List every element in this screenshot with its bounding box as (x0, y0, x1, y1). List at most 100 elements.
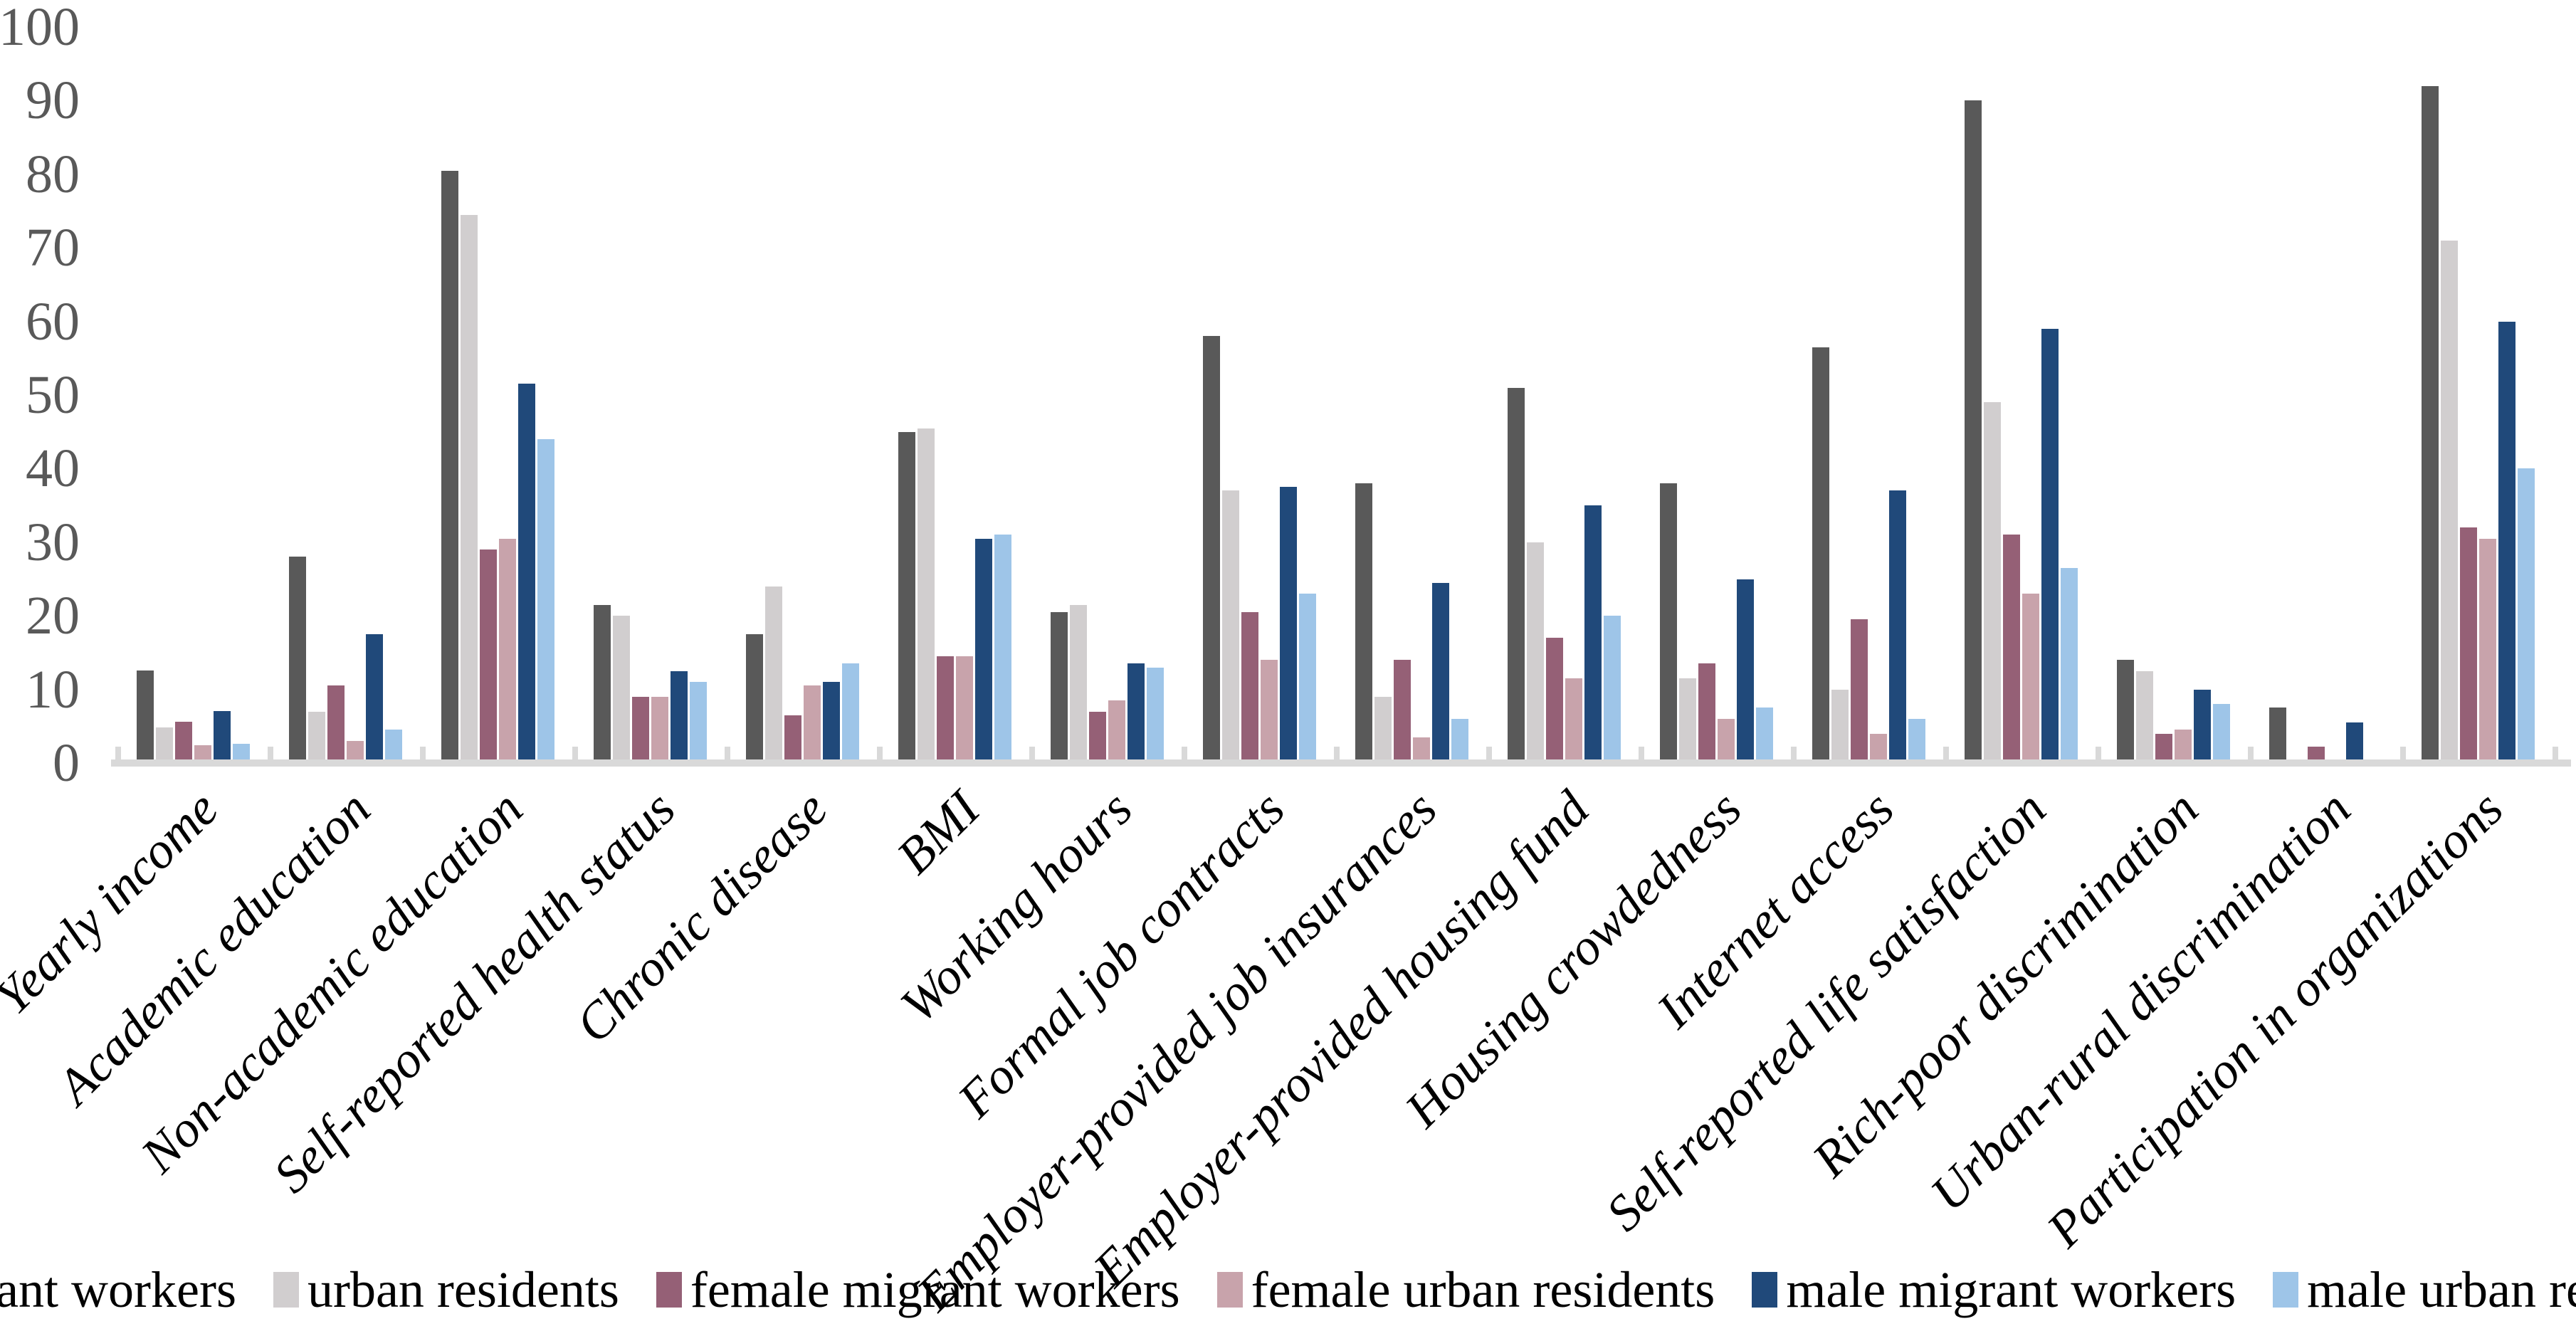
bar (2117, 660, 2134, 760)
bar (2022, 594, 2039, 760)
bar (594, 604, 611, 760)
bar (918, 428, 935, 760)
bar (1546, 638, 1563, 760)
x-axis-tick-mark (2553, 747, 2558, 759)
bar (784, 715, 801, 760)
bar (137, 670, 154, 760)
bar (2308, 747, 2325, 760)
x-axis-tick-mark (268, 747, 273, 759)
x-axis-tick-mark (725, 747, 730, 759)
legend-label: migrant workers (0, 1261, 236, 1318)
bar (1299, 594, 1316, 760)
legend-swatch (273, 1272, 299, 1308)
x-axis-tick-mark (2248, 747, 2254, 759)
bar (823, 682, 840, 760)
bar (1508, 387, 1525, 760)
bar (214, 710, 231, 760)
bar (2155, 733, 2172, 760)
x-axis-tick-mark (1486, 747, 1492, 759)
bar (2194, 689, 2211, 760)
x-axis-tick-mark (2096, 747, 2101, 759)
y-axis-tick-label: 20 (26, 586, 80, 646)
bar (289, 557, 306, 760)
bar (2422, 85, 2439, 760)
x-axis-tick-mark (572, 747, 578, 759)
bar (233, 744, 250, 760)
bar (1965, 100, 1982, 760)
bar (194, 745, 211, 760)
bar (1756, 708, 1773, 760)
bar (2003, 535, 2020, 760)
y-axis-tick-label: 60 (26, 291, 80, 352)
bar (804, 685, 821, 760)
legend-label: female urban residents (1251, 1261, 1715, 1318)
bar (2175, 730, 2192, 760)
bar (1108, 700, 1125, 760)
bar (1565, 678, 1582, 760)
x-axis-tick-mark (1334, 747, 1340, 759)
bar (518, 384, 535, 760)
bar (1831, 689, 1849, 760)
bar (1679, 678, 1696, 760)
bar (1737, 579, 1754, 760)
legend-item: male migrant workers (1752, 1261, 2236, 1318)
x-axis-tick-mark (1029, 747, 1035, 759)
bar (1698, 663, 1715, 760)
legend-swatch (1216, 1272, 1243, 1308)
bar (898, 431, 915, 760)
bar (2479, 538, 2496, 760)
y-axis-tick-label: 80 (26, 144, 80, 204)
x-axis-tick-mark (2400, 747, 2406, 759)
bar (1870, 733, 1887, 760)
bar (1089, 711, 1106, 760)
x-axis-tick-mark (1639, 747, 1644, 759)
bar (746, 634, 763, 760)
legend-item: migrant workers (0, 1261, 236, 1318)
bar (2041, 328, 2059, 760)
y-axis-tick-label: 90 (26, 70, 80, 131)
bar (1908, 718, 1925, 760)
bar (842, 663, 859, 760)
bar (1147, 667, 1164, 760)
bar (1660, 483, 1677, 760)
bar (2213, 704, 2230, 760)
bar (175, 722, 192, 760)
bar (975, 538, 992, 760)
bar (765, 586, 782, 760)
bar (2498, 321, 2515, 760)
bar (1432, 582, 1449, 760)
bar (1984, 402, 2001, 760)
bar (156, 727, 173, 760)
bar (2518, 468, 2535, 760)
legend-label: urban residents (307, 1261, 619, 1318)
legend-item: male urban resident (2273, 1261, 2576, 1318)
legend-item: urban residents (273, 1261, 619, 1318)
bar (956, 656, 973, 760)
bar (2136, 670, 2153, 760)
bar (1261, 660, 1278, 760)
bar (1203, 336, 1220, 760)
bar (1241, 612, 1258, 760)
x-axis-tick-mark (1182, 747, 1187, 759)
bar (2441, 240, 2458, 760)
y-axis-tick-label: 100 (0, 0, 80, 57)
bar (1604, 616, 1621, 760)
bar (1413, 737, 1430, 760)
y-axis-tick-label: 50 (26, 365, 80, 425)
x-axis-tick-mark (1791, 747, 1797, 759)
bar (2061, 567, 2078, 760)
legend-label: female migrant workers (690, 1261, 1180, 1318)
bar (308, 711, 325, 760)
bar (1355, 483, 1372, 760)
x-axis-tick-mark (1943, 747, 1949, 759)
legend-item: female migrant workers (656, 1261, 1180, 1318)
legend-label: male migrant workers (1786, 1261, 2236, 1318)
x-axis-tick-mark (877, 747, 883, 759)
bar (366, 634, 383, 760)
y-axis-tick-label: 40 (26, 438, 80, 499)
bar (1394, 660, 1411, 760)
bar (613, 616, 630, 760)
bar (2269, 708, 2286, 760)
legend-swatch (656, 1272, 682, 1308)
